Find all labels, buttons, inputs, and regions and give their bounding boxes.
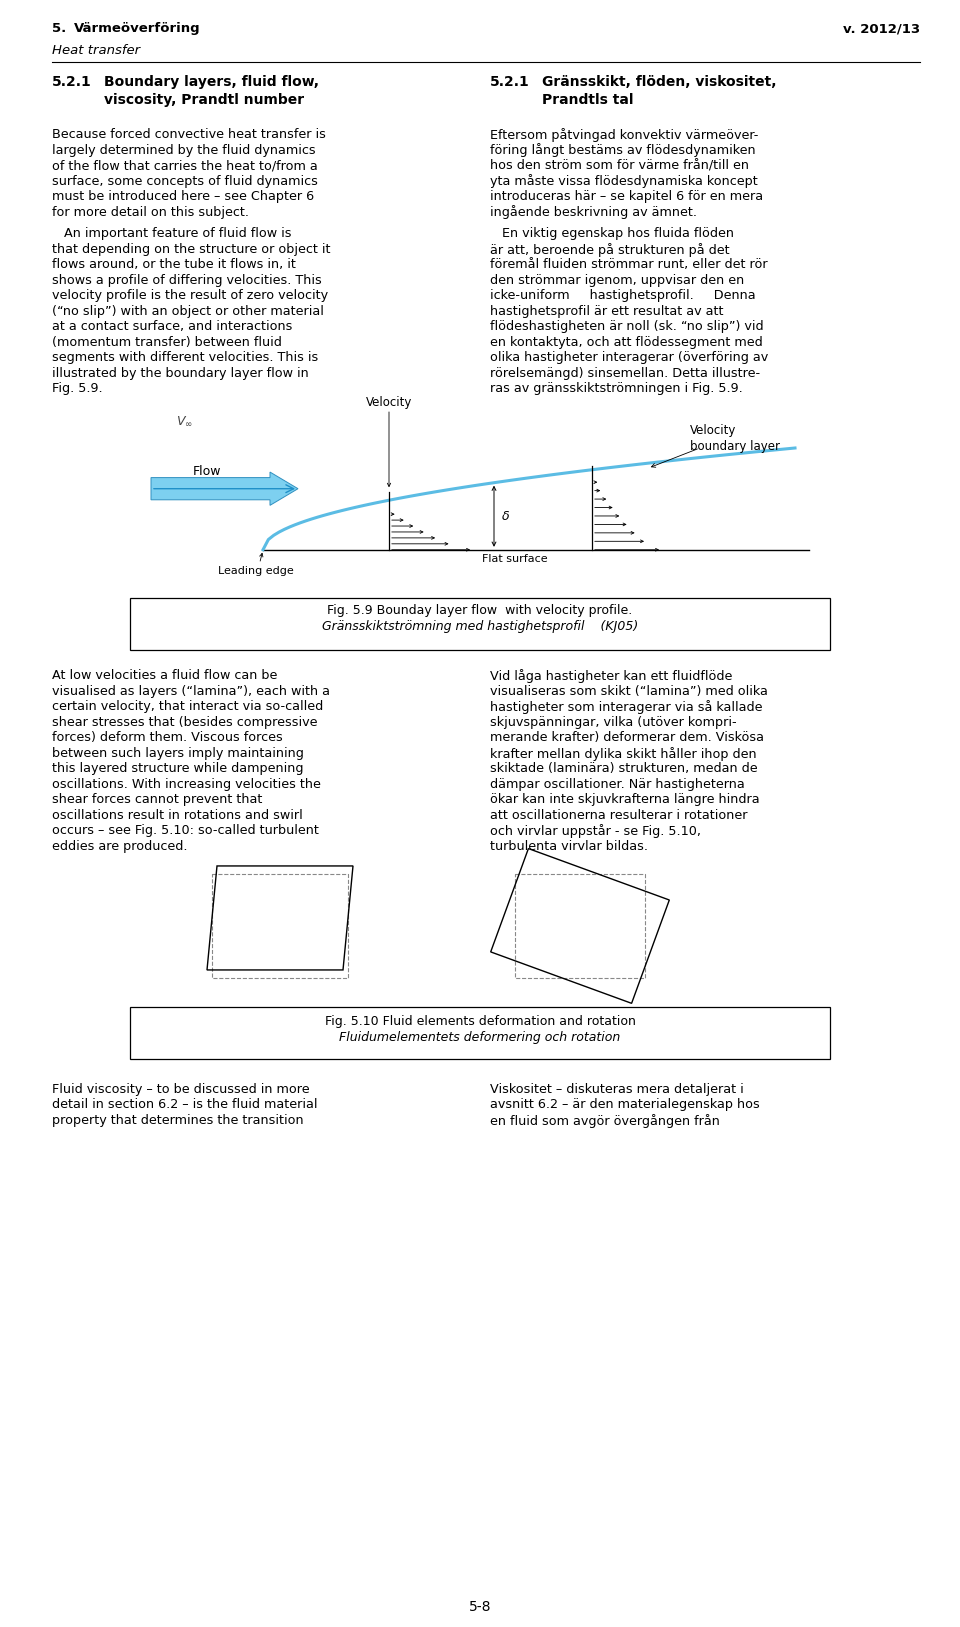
- Text: flows around, or the tube it flows in, it: flows around, or the tube it flows in, i…: [52, 259, 296, 272]
- Text: (momentum transfer) between fluid: (momentum transfer) between fluid: [52, 335, 282, 348]
- Text: viscosity, Prandtl number: viscosity, Prandtl number: [104, 93, 304, 107]
- Text: largely determined by the fluid dynamics: largely determined by the fluid dynamics: [52, 143, 316, 156]
- Text: skjuvspänningar, vilka (utöver kompri-: skjuvspänningar, vilka (utöver kompri-: [490, 716, 736, 729]
- Text: Vid låga hastigheter kan ett fluidflöde: Vid låga hastigheter kan ett fluidflöde: [490, 669, 732, 683]
- Text: shear forces cannot prevent that: shear forces cannot prevent that: [52, 792, 262, 805]
- Text: en fluid som avgör övergången från: en fluid som avgör övergången från: [490, 1114, 720, 1128]
- Text: visualiseras som skikt (“lamina”) med olika: visualiseras som skikt (“lamina”) med ol…: [490, 685, 768, 698]
- Text: Fluid viscosity – to be discussed in more: Fluid viscosity – to be discussed in mor…: [52, 1082, 310, 1095]
- Text: En viktig egenskap hos fluida flöden: En viktig egenskap hos fluida flöden: [490, 228, 734, 241]
- Text: Leading edge: Leading edge: [218, 566, 294, 576]
- Text: At low velocities a fluid flow can be: At low velocities a fluid flow can be: [52, 669, 277, 682]
- Text: segments with different velocities. This is: segments with different velocities. This…: [52, 351, 319, 364]
- Text: illustrated by the boundary layer flow in: illustrated by the boundary layer flow i…: [52, 366, 309, 379]
- Text: shows a profile of differing velocities. This: shows a profile of differing velocities.…: [52, 273, 322, 286]
- Text: 5.2.1: 5.2.1: [52, 75, 92, 89]
- Text: introduceras här – se kapitel 6 för en mera: introduceras här – se kapitel 6 för en m…: [490, 190, 763, 203]
- Text: merande krafter) deformerar dem. Viskösa: merande krafter) deformerar dem. Viskösa: [490, 731, 764, 744]
- Text: ras av gränsskiktströmningen i Fig. 5.9.: ras av gränsskiktströmningen i Fig. 5.9.: [490, 382, 743, 395]
- Text: shear stresses that (besides compressive: shear stresses that (besides compressive: [52, 716, 318, 729]
- FancyArrow shape: [151, 472, 298, 506]
- Text: visualised as layers (“lamina”), each with a: visualised as layers (“lamina”), each wi…: [52, 685, 330, 698]
- Text: 5.: 5.: [52, 23, 66, 36]
- Text: Värmeöverföring: Värmeöverföring: [74, 23, 201, 36]
- Text: Heat transfer: Heat transfer: [52, 44, 140, 57]
- Text: Viskositet – diskuteras mera detaljerat i: Viskositet – diskuteras mera detaljerat …: [490, 1082, 744, 1095]
- Text: of the flow that carries the heat to/from a: of the flow that carries the heat to/fro…: [52, 159, 318, 172]
- Text: föremål fluiden strömmar runt, eller det rör: föremål fluiden strömmar runt, eller det…: [490, 259, 768, 272]
- Text: Gränsskikt, flöden, viskositet,: Gränsskikt, flöden, viskositet,: [542, 75, 777, 89]
- Text: Gränsskiktströmning med hastighetsprofil    (KJ05): Gränsskiktströmning med hastighetsprofil…: [322, 620, 638, 633]
- Text: oscillations result in rotations and swirl: oscillations result in rotations and swi…: [52, 809, 302, 822]
- Text: olika hastigheter interagerar (överföring av: olika hastigheter interagerar (överförin…: [490, 351, 768, 364]
- Text: Because forced convective heat transfer is: Because forced convective heat transfer …: [52, 129, 325, 142]
- Text: eddies are produced.: eddies are produced.: [52, 840, 187, 853]
- Text: Boundary layers, fluid flow,: Boundary layers, fluid flow,: [104, 75, 319, 89]
- Text: at a contact surface, and interactions: at a contact surface, and interactions: [52, 321, 293, 334]
- Text: Fig. 5.9 Bounday layer flow  with velocity profile.: Fig. 5.9 Bounday layer flow with velocit…: [327, 605, 633, 618]
- Text: Flow: Flow: [193, 465, 222, 478]
- Text: $\mathit{V}_\infty$: $\mathit{V}_\infty$: [176, 415, 192, 428]
- Text: Fig. 5.10 Fluid elements deformation and rotation: Fig. 5.10 Fluid elements deformation and…: [324, 1015, 636, 1028]
- Text: $\delta$: $\delta$: [501, 509, 510, 522]
- Text: flödeshastigheten är noll (sk. “no slip”) vid: flödeshastigheten är noll (sk. “no slip”…: [490, 321, 763, 334]
- Text: skiktade (laminära) strukturen, medan de: skiktade (laminära) strukturen, medan de: [490, 761, 757, 774]
- Text: that depending on the structure or object it: that depending on the structure or objec…: [52, 242, 330, 255]
- Text: surface, some concepts of fluid dynamics: surface, some concepts of fluid dynamics: [52, 174, 318, 187]
- Text: for more detail on this subject.: for more detail on this subject.: [52, 205, 249, 218]
- Text: v. 2012/13: v. 2012/13: [843, 23, 920, 36]
- Text: this layered structure while dampening: this layered structure while dampening: [52, 761, 303, 774]
- Text: avsnitt 6.2 – är den materialegenskap hos: avsnitt 6.2 – är den materialegenskap ho…: [490, 1098, 759, 1111]
- Text: oscillations. With increasing velocities the: oscillations. With increasing velocities…: [52, 778, 321, 791]
- Text: must be introduced here – see Chapter 6: must be introduced here – see Chapter 6: [52, 190, 314, 203]
- Text: ingående beskrivning av ämnet.: ingående beskrivning av ämnet.: [490, 205, 697, 220]
- Text: 5.2.1: 5.2.1: [490, 75, 530, 89]
- Text: turbulenta virvlar bildas.: turbulenta virvlar bildas.: [490, 840, 648, 853]
- Text: Velocity: Velocity: [366, 397, 412, 410]
- Text: krafter mellan dylika skikt håller ihop den: krafter mellan dylika skikt håller ihop …: [490, 747, 756, 760]
- Text: between such layers imply maintaining: between such layers imply maintaining: [52, 747, 304, 760]
- Text: certain velocity, that interact via so-called: certain velocity, that interact via so-c…: [52, 700, 324, 713]
- Text: är att, beroende på strukturen på det: är att, beroende på strukturen på det: [490, 242, 730, 257]
- Text: Fig. 5.9.: Fig. 5.9.: [52, 382, 103, 395]
- Text: Flat surface: Flat surface: [482, 553, 548, 563]
- Text: Fluidumelementets deformering och rotation: Fluidumelementets deformering och rotati…: [340, 1032, 620, 1045]
- Text: Velocity
boundary layer: Velocity boundary layer: [690, 425, 780, 452]
- Text: rörelsemängd) sinsemellan. Detta illustre-: rörelsemängd) sinsemellan. Detta illustr…: [490, 366, 760, 379]
- Text: hastighetsprofil är ett resultat av att: hastighetsprofil är ett resultat av att: [490, 304, 724, 317]
- Text: detail in section 6.2 – is the fluid material: detail in section 6.2 – is the fluid mat…: [52, 1098, 318, 1111]
- Text: velocity profile is the result of zero velocity: velocity profile is the result of zero v…: [52, 290, 328, 303]
- FancyBboxPatch shape: [130, 1007, 830, 1059]
- Text: Prandtls tal: Prandtls tal: [542, 93, 634, 107]
- Text: hastigheter som interagerar via så kallade: hastigheter som interagerar via så kalla…: [490, 700, 762, 714]
- Text: en kontaktyta, och att flödessegment med: en kontaktyta, och att flödessegment med: [490, 335, 763, 348]
- Text: föring långt bestäms av flödesdynamiken: föring långt bestäms av flödesdynamiken: [490, 143, 756, 158]
- Text: dämpar oscillationer. När hastigheterna: dämpar oscillationer. När hastigheterna: [490, 778, 745, 791]
- Text: hos den ström som för värme från/till en: hos den ström som för värme från/till en: [490, 159, 749, 172]
- Text: yta måste vissa flödesdynamiska koncept: yta måste vissa flödesdynamiska koncept: [490, 174, 757, 189]
- Text: An important feature of fluid flow is: An important feature of fluid flow is: [52, 228, 292, 241]
- Text: property that determines the transition: property that determines the transition: [52, 1114, 303, 1128]
- Text: (“no slip”) with an object or other material: (“no slip”) with an object or other mate…: [52, 304, 324, 317]
- Text: Eftersom påtvingad konvektiv värmeöver-: Eftersom påtvingad konvektiv värmeöver-: [490, 129, 758, 142]
- Text: 5-8: 5-8: [468, 1599, 492, 1614]
- Text: icke-uniform     hastighetsprofil.     Denna: icke-uniform hastighetsprofil. Denna: [490, 290, 756, 303]
- FancyBboxPatch shape: [130, 599, 830, 651]
- Text: ökar kan inte skjuvkrafterna längre hindra: ökar kan inte skjuvkrafterna längre hind…: [490, 792, 759, 805]
- Text: forces) deform them. Viscous forces: forces) deform them. Viscous forces: [52, 731, 283, 744]
- Text: occurs – see Fig. 5.10: so-called turbulent: occurs – see Fig. 5.10: so-called turbul…: [52, 823, 319, 836]
- Text: den strömmar igenom, uppvisar den en: den strömmar igenom, uppvisar den en: [490, 273, 744, 286]
- Text: och virvlar uppstår - se Fig. 5.10,: och virvlar uppstår - se Fig. 5.10,: [490, 823, 701, 838]
- Text: att oscillationerna resulterar i rotationer: att oscillationerna resulterar i rotatio…: [490, 809, 748, 822]
